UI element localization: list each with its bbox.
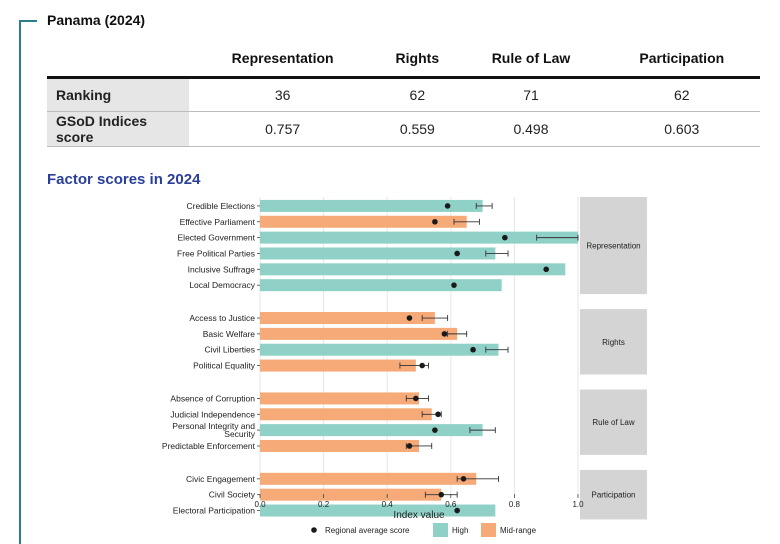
- table-cell: 0.757: [189, 111, 377, 147]
- regional-average-dot: [406, 443, 413, 449]
- factor-label: Civic Engagement: [186, 474, 256, 484]
- regional-average-dot: [470, 346, 476, 353]
- factor-label: Electoral Participation: [173, 506, 255, 516]
- x-tick-label: 0.0: [254, 500, 266, 509]
- factor-label: Free Political Parties: [177, 248, 255, 258]
- table-cell: 0.603: [603, 111, 760, 147]
- table-row: Ranking 36 62 71 62: [47, 77, 760, 112]
- x-tick-label: 0.2: [318, 500, 330, 509]
- frame-line-vertical: [19, 20, 21, 544]
- regional-average-dot: [432, 218, 438, 225]
- table-cell: 0.498: [458, 111, 604, 147]
- factor-label: Civil Society: [209, 490, 256, 500]
- factor-bar: [260, 504, 496, 517]
- group-panel: [580, 389, 647, 455]
- factor-label: Judicial Independence: [170, 409, 255, 419]
- factor-label: Political Equality: [193, 361, 256, 371]
- chart-title: Factor scores in 2024: [47, 171, 201, 188]
- regional-average-dot: [432, 427, 438, 433]
- summary-header-participation: Participation: [603, 40, 760, 79]
- frame-line-horizontal: [19, 20, 37, 22]
- regional-average-dot: [502, 234, 508, 241]
- factor-bar: [260, 408, 432, 421]
- regional-average-dot: [406, 315, 413, 321]
- summary-header-blank: [47, 40, 189, 79]
- factor-bar: [260, 343, 499, 356]
- factor-bar: [260, 247, 496, 260]
- summary-header-rights: Rights: [376, 40, 459, 79]
- factor-label: Effective Parliament: [180, 217, 256, 227]
- summary-header-representation: Representation: [189, 40, 377, 79]
- legend-swatch-mid-range: [481, 523, 496, 537]
- factor-label: Access to Justice: [189, 313, 255, 323]
- regional-average-dot: [441, 331, 448, 337]
- factor-label: Absence of Corruption: [170, 393, 255, 403]
- table-cell: 71: [458, 77, 604, 112]
- x-tick-label: 0.8: [509, 500, 521, 509]
- regional-average-dot: [438, 491, 445, 498]
- factor-bar: [260, 359, 416, 372]
- group-label: Rights: [602, 338, 625, 347]
- summary-table: Representation Rights Rule of Law Partic…: [47, 40, 760, 147]
- regional-average-dot: [419, 362, 425, 369]
- regional-average-dot: [435, 411, 441, 418]
- group-panel: [580, 309, 647, 375]
- group-panel: [580, 197, 647, 295]
- factor-bar: [260, 215, 467, 228]
- legend-label-high: High: [452, 526, 468, 535]
- group-label: Representation: [586, 242, 640, 251]
- x-tick-label: 0.4: [382, 500, 394, 509]
- factor-label: Inclusive Suffrage: [188, 264, 256, 274]
- factor-bar: [260, 424, 483, 437]
- row-label-ranking: Ranking: [47, 77, 189, 112]
- factor-bar: [260, 263, 566, 276]
- regional-average-dot: [413, 395, 419, 402]
- factor-bar: [260, 279, 502, 292]
- factor-label: Basic Welfare: [203, 329, 256, 339]
- factor-bar: [260, 392, 419, 405]
- factor-label: Personal Integrity and: [172, 421, 255, 431]
- factor-bar: [260, 231, 578, 244]
- regional-average-dot: [543, 266, 549, 273]
- x-tick-label: 1.0: [572, 500, 584, 509]
- summary-header-row: Representation Rights Rule of Law Partic…: [47, 40, 760, 79]
- country-title: Panama (2024): [47, 12, 146, 28]
- summary-header-rule-of-law: Rule of Law: [458, 40, 604, 79]
- factor-bar: [260, 312, 435, 325]
- factor-bar: [260, 327, 458, 340]
- factor-label: Local Democracy: [189, 280, 255, 290]
- row-label-score: GSoD Indices score: [47, 111, 189, 147]
- regional-average-dot: [451, 282, 457, 288]
- table-row: GSoD Indices score 0.757 0.559 0.498 0.6…: [47, 111, 760, 147]
- factor-bar: [260, 472, 477, 485]
- group-panel: [580, 469, 647, 520]
- table-cell: 62: [603, 77, 760, 112]
- factor-bar: [260, 439, 419, 452]
- factor-label: Civil Liberties: [204, 345, 255, 355]
- legend-dot-icon: [311, 527, 317, 533]
- regional-average-dot: [454, 507, 460, 514]
- legend-swatch-high: [433, 523, 448, 537]
- factor-label: Elected Government: [178, 233, 256, 243]
- legend-label-regional: Regional average score: [325, 526, 410, 535]
- group-label: Rule of Law: [592, 418, 634, 427]
- factor-label: Security: [224, 429, 255, 439]
- table-cell: 36: [189, 77, 377, 112]
- x-axis-label: Index value: [393, 510, 445, 521]
- regional-average-dot: [444, 203, 451, 209]
- regional-average-dot: [454, 250, 460, 257]
- factor-label: Predictable Enforcement: [162, 441, 256, 451]
- x-tick-label: 0.6: [445, 500, 457, 509]
- regional-average-dot: [460, 476, 467, 482]
- table-cell: 62: [376, 77, 459, 112]
- factor-bar: [260, 488, 442, 501]
- factor-bar: [260, 199, 483, 212]
- table-cell: 0.559: [376, 111, 459, 147]
- group-label: Participation: [591, 491, 635, 500]
- factor-label: Credible Elections: [186, 201, 255, 211]
- legend-label-mid-range: Mid-range: [500, 526, 537, 535]
